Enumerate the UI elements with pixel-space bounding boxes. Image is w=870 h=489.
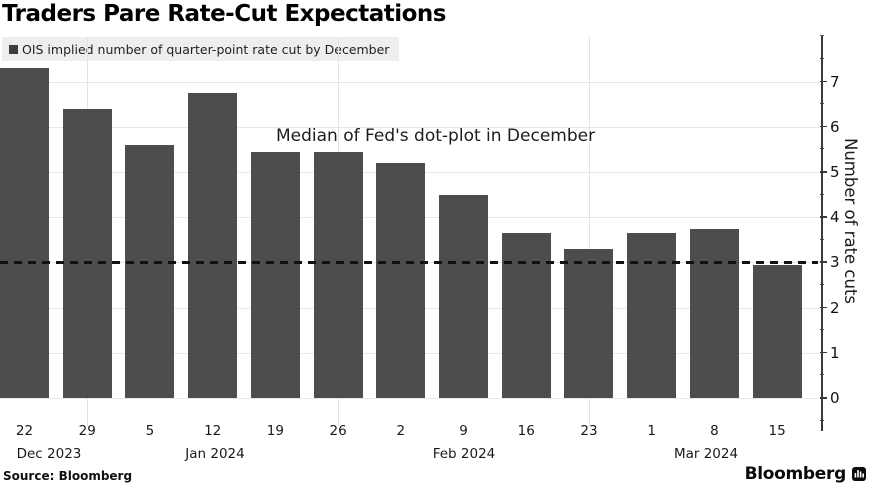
x-tick-label: 5 [145, 423, 155, 439]
y-axis-tick [820, 80, 827, 83]
gridline-horizontal [0, 398, 820, 399]
x-tick-label: 22 [15, 423, 34, 439]
chart-title: Traders Pare Rate-Cut Expectations [2, 1, 446, 27]
y-axis-minor-tick [820, 35, 824, 37]
source-credit: Source: Bloomberg [3, 469, 133, 483]
x-tick-label: 15 [768, 423, 786, 439]
bar [501, 233, 551, 398]
x-tick-label: 29 [78, 423, 96, 439]
y-axis-tick [820, 306, 827, 309]
x-tick-label: 26 [329, 423, 347, 439]
y-tick-label: 5 [830, 163, 840, 181]
gridline-horizontal [0, 81, 820, 83]
bar [627, 233, 677, 398]
bloomberg-terminal-icon [852, 467, 866, 481]
y-tick-label: 2 [830, 298, 840, 317]
fed-median-reference-line [0, 261, 818, 265]
x-tick-label: 9 [459, 423, 468, 439]
x-month-label: Feb 2024 [432, 446, 496, 462]
bar [752, 264, 802, 398]
y-axis-line [821, 36, 823, 431]
x-month-label: Mar 2024 [673, 446, 739, 462]
bar [313, 151, 363, 398]
x-month-label: Jan 2024 [185, 446, 245, 462]
y-axis-tick [820, 125, 827, 128]
reference-line-annotation: Median of Fed's dot-plot in December [276, 126, 596, 146]
x-tick-label: 12 [204, 423, 222, 439]
bar [564, 248, 614, 398]
y-axis-tick [820, 351, 827, 354]
bar [125, 144, 175, 398]
x-tick-label: 2 [396, 423, 406, 439]
gridline-month-boundary [588, 37, 590, 426]
bar [376, 162, 426, 398]
legend: OIS implied number of quarter-point rate… [2, 37, 400, 61]
bloomberg-wordmark: Bloomberg [744, 464, 847, 484]
bar [62, 108, 112, 398]
bloomberg-logo: Bloomberg [745, 464, 866, 484]
y-tick-label: 7 [830, 72, 840, 91]
y-axis-tick [820, 397, 827, 399]
y-tick-label: 0 [830, 389, 840, 407]
x-tick-label: 19 [266, 423, 284, 439]
bar [250, 151, 300, 398]
x-tick-label: 8 [710, 423, 719, 439]
x-tick-label: 1 [647, 423, 656, 439]
bar [0, 68, 49, 398]
legend-label: OIS implied number of quarter-point rate… [22, 41, 390, 57]
bar [439, 194, 489, 398]
y-tick-label: 6 [830, 117, 840, 136]
y-tick-label: 1 [830, 343, 840, 362]
bar [188, 92, 238, 398]
x-tick-label: 16 [517, 423, 535, 439]
y-axis-tick [820, 261, 827, 263]
legend-swatch-icon [9, 44, 18, 54]
x-month-label: Dec 2023 [16, 446, 82, 462]
y-axis-title: Number of rate cuts [841, 138, 860, 305]
x-tick-label: 23 [580, 423, 598, 439]
y-axis-tick [820, 216, 827, 218]
y-axis-tick [820, 171, 827, 173]
y-tick-label: 4 [830, 208, 840, 227]
gridline-horizontal [0, 126, 820, 128]
bar [689, 228, 739, 398]
y-tick-label: 3 [830, 253, 840, 272]
